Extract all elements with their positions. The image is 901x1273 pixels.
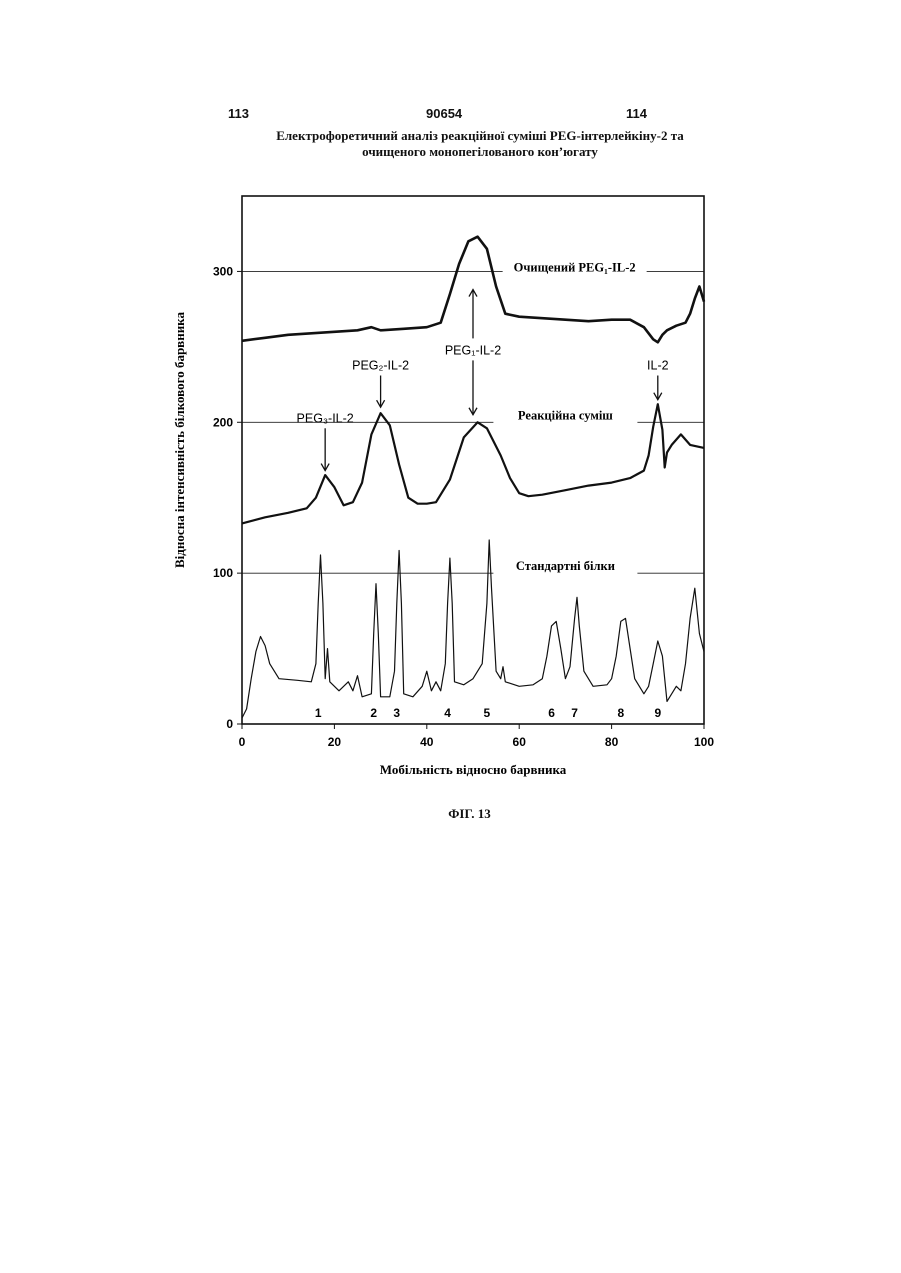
x-tick-label: 100 xyxy=(694,735,714,749)
y-tick-label: 200 xyxy=(213,415,233,429)
peak-label: PEG₁-IL-2 xyxy=(445,343,501,357)
x-tick-label: 80 xyxy=(605,735,619,749)
standard-band-label: 1 xyxy=(315,706,322,720)
standard-band-label: 8 xyxy=(617,706,624,720)
figure-label: ФІГ. 13 xyxy=(0,806,901,822)
standard-band-label: 9 xyxy=(654,706,661,720)
x-tick-label: 60 xyxy=(513,735,527,749)
x-tick-label: 20 xyxy=(328,735,342,749)
standard-band-label: 3 xyxy=(393,706,400,720)
x-tick-label: 40 xyxy=(420,735,434,749)
x-axis-label: Мобільність відносно барвника xyxy=(380,762,567,777)
series-label: Стандартні білки xyxy=(516,559,615,573)
y-tick-label: 100 xyxy=(213,566,233,580)
axis-ticks: 0 20 40 60 80 100 0 100 200 300 xyxy=(213,264,714,749)
peak-label: PEG₂-IL-2 xyxy=(352,358,409,372)
electrophoresis-chart: 0 20 40 60 80 100 0 100 200 300 Очищений PEG₁-IL-… xyxy=(0,0,901,800)
series-label: Очищений PEG₁-IL-2 xyxy=(514,260,636,274)
x-tick-label: 0 xyxy=(239,735,246,749)
standard-band-label: 5 xyxy=(484,706,491,720)
peak-label: IL-2 xyxy=(647,358,669,372)
standard-band-label: 2 xyxy=(370,706,377,720)
y-tick-label: 0 xyxy=(226,717,233,731)
series-label: Реакційна суміш xyxy=(518,408,613,422)
standard-band-label: 4 xyxy=(444,706,451,720)
standard-band-label: 7 xyxy=(571,706,578,720)
y-tick-label: 300 xyxy=(213,264,233,278)
peak-label: PEG₃-IL-2 xyxy=(297,411,354,425)
y-axis-label: Відносна інтенсивність білкового барвник… xyxy=(172,312,187,568)
annotations: Очищений PEG₁-IL-2 Реакційна суміш Стандар… xyxy=(297,258,669,720)
standard-band-label: 6 xyxy=(548,706,555,720)
